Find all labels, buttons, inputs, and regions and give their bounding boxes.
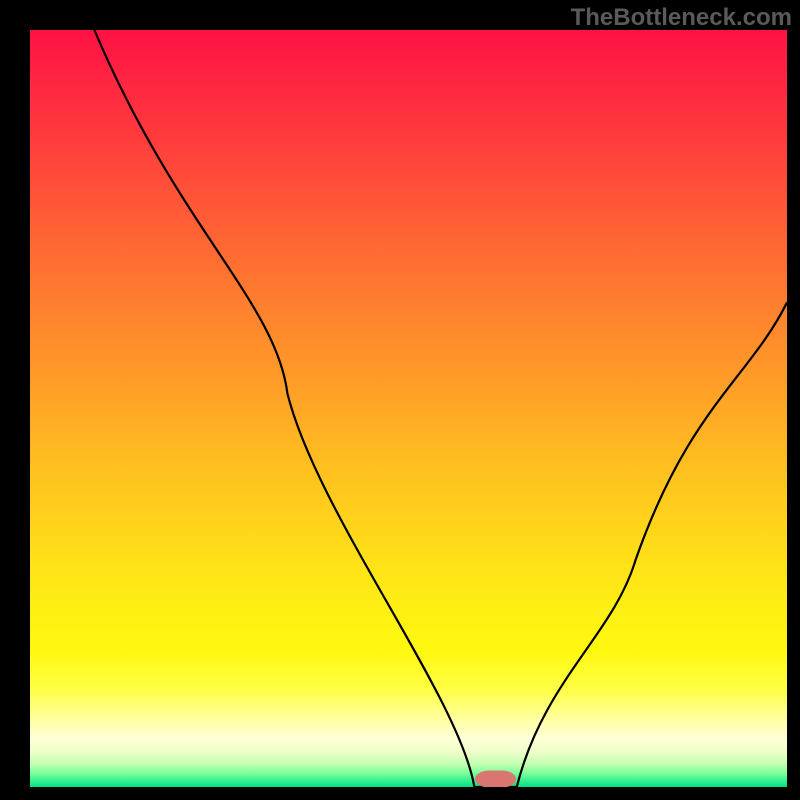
gradient-background bbox=[30, 30, 787, 787]
chart-root: TheBottleneck.com bbox=[0, 0, 800, 800]
optimum-marker bbox=[476, 771, 516, 787]
bottleneck-chart bbox=[0, 0, 800, 800]
plot-area bbox=[30, 30, 787, 787]
